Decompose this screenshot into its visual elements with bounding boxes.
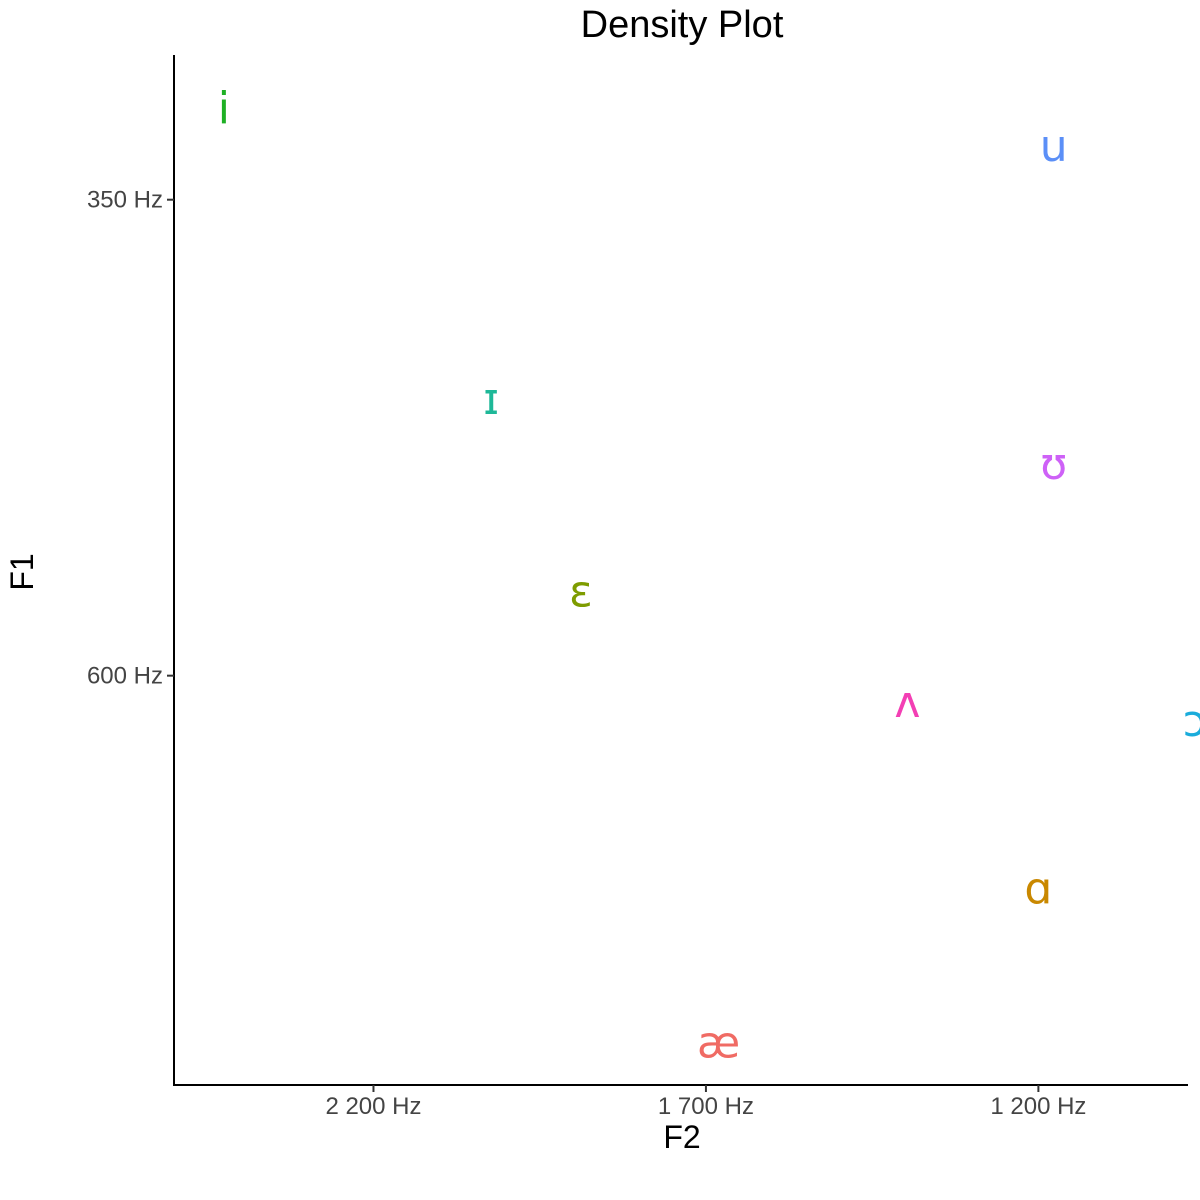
vowel-points: i u ɪ ʊ ɛ ʌ ɔ ɑ æ	[218, 83, 1200, 1069]
y-tick-label: 600 Hz	[87, 663, 163, 690]
x-tick-label: 1 700 Hz	[658, 1093, 754, 1120]
vowel-point: i	[218, 83, 230, 134]
vowel-point: ɛ	[569, 566, 593, 617]
vowel-point: u	[1040, 121, 1068, 172]
y-tick-label: 350 Hz	[87, 187, 163, 214]
y-axis-ticks: 350 Hz 600 Hz	[87, 187, 174, 690]
vowel-point: æ	[697, 1018, 740, 1069]
x-axis-ticks: 2 200 Hz 1 700 Hz 1 200 Hz	[325, 1085, 1086, 1120]
vowel-point: ʌ	[894, 677, 920, 728]
vowel-point: ɪ	[483, 374, 499, 425]
x-tick-label: 2 200 Hz	[325, 1093, 421, 1120]
x-axis-title: F2	[663, 1119, 700, 1155]
chart-title: Density Plot	[581, 4, 784, 46]
x-tick-label: 1 200 Hz	[990, 1093, 1086, 1120]
vowel-point: ʊ	[1040, 439, 1067, 490]
y-axis-title: F1	[4, 553, 40, 590]
vowel-point: ɑ	[1024, 863, 1052, 914]
vowel-point: ɔ	[1183, 696, 1200, 747]
